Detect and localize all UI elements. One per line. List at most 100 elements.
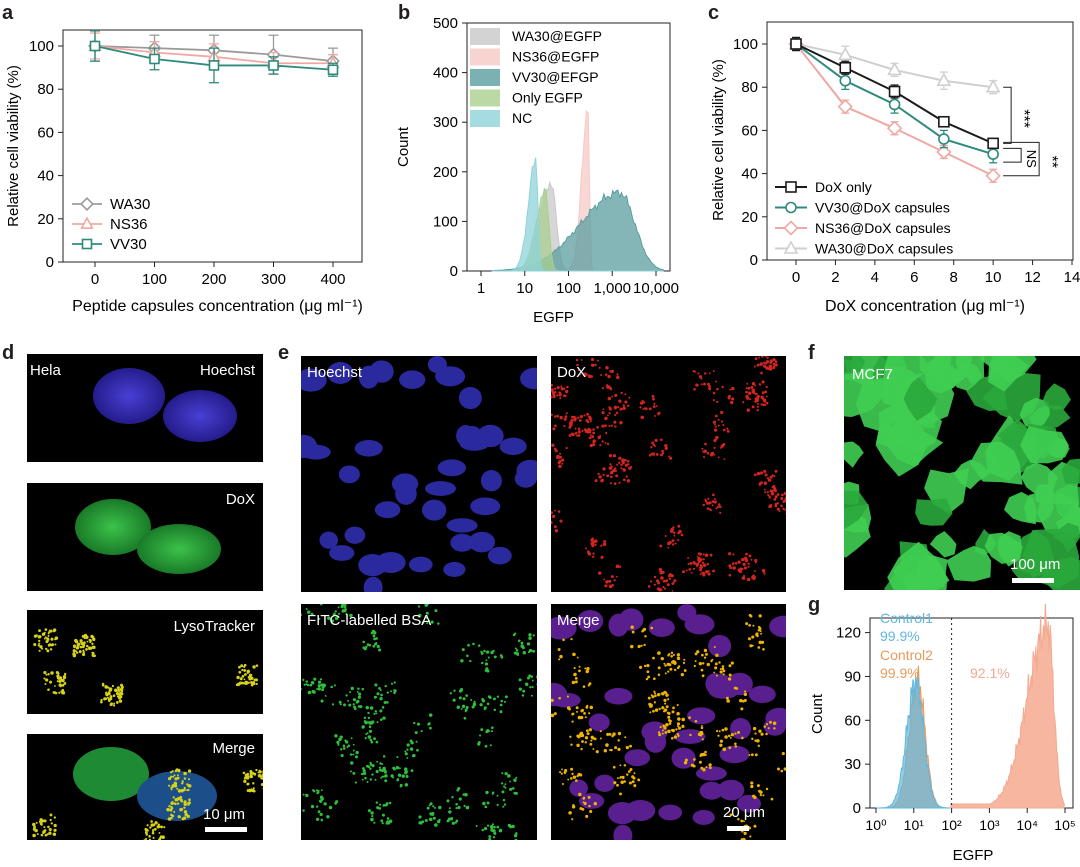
vesicle — [532, 649, 536, 653]
vesicle — [660, 656, 664, 661]
vesicle — [500, 699, 503, 703]
x-axis-label: EGFP — [533, 309, 574, 326]
vesicle — [371, 764, 375, 768]
vesicle — [672, 526, 675, 529]
vesicle — [617, 739, 620, 742]
vesicle — [574, 680, 578, 684]
vesicle — [714, 662, 718, 666]
vesicle — [170, 775, 173, 779]
nucleus — [437, 459, 467, 477]
vesicle — [479, 734, 482, 737]
vesicle — [756, 784, 760, 788]
vesicle — [100, 700, 103, 704]
vesicle — [484, 805, 488, 809]
vesicle — [306, 684, 310, 687]
vesicle — [592, 431, 596, 435]
vesicle — [603, 749, 608, 753]
vesicle — [576, 774, 579, 778]
vesicle — [747, 386, 751, 390]
vesicle — [663, 698, 667, 702]
vesicle — [690, 763, 695, 767]
vesicle — [565, 412, 568, 415]
vesicle — [183, 771, 187, 776]
x-tick-label: 10 — [516, 280, 533, 297]
vesicle — [748, 754, 751, 757]
vesicle — [688, 568, 692, 571]
vesicle — [614, 413, 617, 417]
nucleus — [730, 718, 752, 740]
vesicle — [55, 670, 59, 675]
vesicle — [463, 716, 467, 720]
vesicle — [77, 642, 81, 646]
vesicle — [571, 818, 574, 821]
vesicle — [315, 789, 319, 792]
vesicle — [664, 672, 667, 675]
vesicle — [463, 804, 466, 807]
vesicle — [551, 396, 553, 399]
vesicle — [589, 705, 594, 710]
vesicle — [653, 583, 656, 586]
vesicle — [116, 701, 119, 704]
vesicle — [378, 766, 381, 769]
y-tick-label: 0 — [750, 252, 758, 269]
vesicle — [345, 694, 348, 697]
vesicle — [762, 398, 767, 403]
vesicle — [667, 698, 670, 701]
vesicle — [82, 650, 85, 654]
vesicle — [46, 637, 50, 641]
vesicle — [532, 634, 535, 637]
cell-body — [915, 498, 953, 526]
vesicle — [106, 696, 109, 699]
vesicle — [115, 692, 120, 696]
vesicle — [708, 372, 711, 375]
vesicle — [310, 804, 315, 809]
vesicle — [616, 373, 619, 376]
vesicle — [642, 627, 647, 631]
vesicle — [32, 822, 36, 827]
vesicle — [695, 383, 699, 387]
nucleus — [613, 824, 633, 840]
vesicle — [244, 680, 248, 684]
vesicle — [756, 394, 760, 398]
vesicle — [437, 622, 440, 625]
vesicle — [701, 674, 705, 678]
vesicle — [74, 640, 79, 644]
vesicle — [418, 821, 422, 825]
vesicle — [692, 370, 695, 373]
panel-label-f: f — [808, 342, 815, 364]
vesicle — [745, 387, 748, 390]
vesicle — [749, 614, 753, 618]
vesicle — [609, 370, 612, 373]
vesicle — [615, 575, 618, 578]
nucleus — [301, 368, 327, 392]
vesicle — [565, 446, 568, 450]
vesicle — [373, 821, 376, 824]
vesicle — [493, 708, 497, 712]
x-tick-label: 100 — [556, 280, 581, 297]
vesicle — [33, 642, 37, 647]
vesicle — [633, 784, 637, 788]
vesicle — [622, 468, 627, 472]
vesicle — [774, 504, 778, 508]
vesicle — [649, 580, 653, 583]
vesicle — [406, 757, 409, 759]
vesicle — [621, 458, 626, 462]
nucleus — [327, 362, 354, 384]
vesicle — [50, 822, 53, 825]
vesicle — [255, 682, 258, 686]
vesicle — [732, 566, 736, 570]
vesicle — [644, 407, 648, 411]
vesicle — [425, 611, 429, 615]
vesicle — [109, 702, 114, 706]
y-tick-label: 0 — [853, 800, 861, 817]
vesicle — [614, 469, 617, 472]
vesicle — [711, 658, 714, 661]
vesicle — [680, 672, 685, 677]
vesicle — [670, 655, 673, 658]
vesicle — [722, 428, 726, 432]
vesicle — [331, 619, 335, 623]
vesicle — [719, 668, 722, 671]
vesicle — [663, 662, 666, 665]
vesicle — [753, 391, 756, 395]
data-point — [839, 61, 852, 74]
